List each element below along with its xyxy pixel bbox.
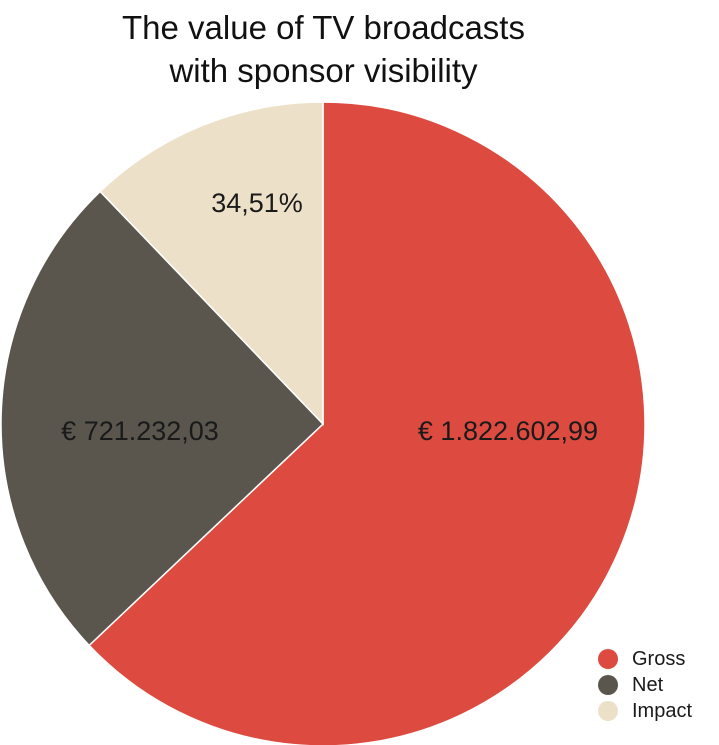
- pie-slice-impact: [99, 101, 324, 426]
- legend-item-impact: Impact: [598, 698, 716, 724]
- pie-slice-net: [0, 190, 325, 647]
- chart-title-line-2: with sponsor visibility: [169, 52, 478, 89]
- legend-swatch-gross: [598, 649, 618, 669]
- legend-swatch-impact: [598, 701, 618, 721]
- pie-slice-gross: [88, 101, 646, 745]
- slice-label-net: € 721.232,03: [61, 416, 219, 446]
- slice-label-gross: € 1.822.602,99: [418, 416, 598, 446]
- legend-swatch-net: [598, 675, 618, 695]
- legend-item-gross: Gross: [598, 646, 716, 672]
- legend-label-net: Net: [632, 673, 664, 696]
- chart-legend: Gross Net Impact: [598, 646, 716, 724]
- slice-label-impact: 34,51%: [211, 188, 303, 218]
- chart-title: The value of TV broadcasts with sponsor …: [0, 6, 647, 92]
- legend-label-gross: Gross: [632, 647, 686, 670]
- legend-item-net: Net: [598, 672, 716, 698]
- chart-title-line-1: The value of TV broadcasts: [122, 9, 525, 46]
- legend-label-impact: Impact: [632, 699, 693, 722]
